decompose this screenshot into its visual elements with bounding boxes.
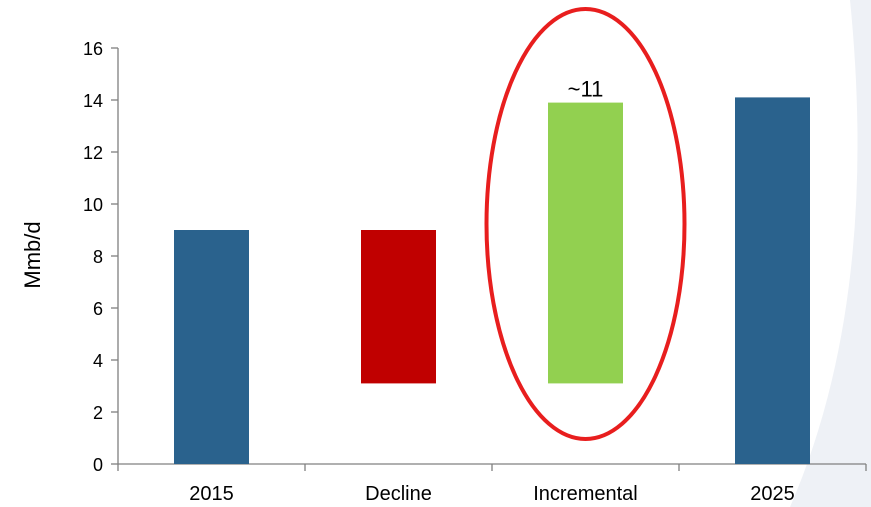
- y-tick-label: 12: [83, 143, 103, 163]
- bar-decline: [361, 230, 436, 384]
- x-category-label: Decline: [365, 483, 432, 505]
- annotations: ~11: [484, 7, 687, 441]
- bar-2015: [174, 230, 249, 464]
- y-tick-label: 4: [93, 351, 103, 371]
- y-tick-label: 8: [93, 247, 103, 267]
- y-tick-label: 14: [83, 91, 103, 111]
- bars: [174, 97, 810, 465]
- y-tick-label: 6: [93, 299, 103, 319]
- x-category-label: Incremental: [533, 483, 638, 505]
- y-tick-label: 0: [93, 455, 103, 475]
- data-label: ~11: [568, 77, 604, 102]
- x-axis: 2015 Decline Incremental 2025: [117, 463, 867, 505]
- bar-incremental: [548, 102, 623, 384]
- bar-2025: [735, 97, 810, 465]
- x-category-label: 2025: [750, 483, 795, 505]
- y-axis: 0 2 4 6 8 10 12 14 16: [83, 39, 119, 475]
- y-tick-label: 10: [83, 195, 103, 215]
- y-axis-label: Mmb/d: [20, 221, 45, 288]
- x-category-label: 2015: [189, 483, 234, 505]
- background-swoosh: [790, 0, 871, 507]
- y-tick-label: 2: [93, 403, 103, 423]
- y-tick-label: 16: [83, 39, 103, 59]
- highlight-ellipse: [484, 7, 687, 441]
